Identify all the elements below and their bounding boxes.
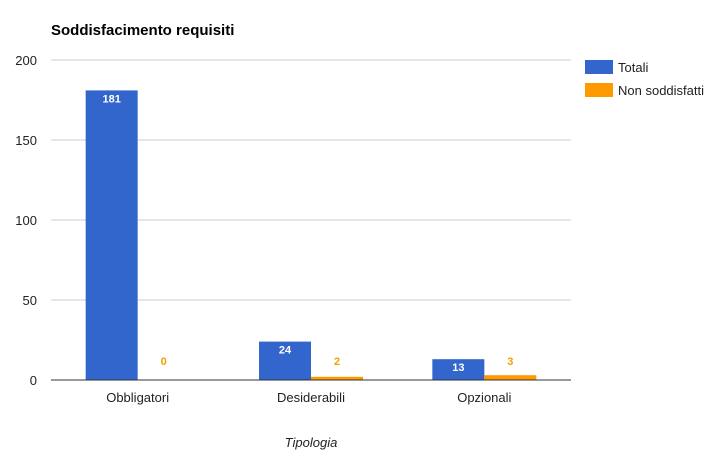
legend: Totali Non soddisfatti <box>585 60 704 98</box>
x-category-label: Opzionali <box>457 390 511 405</box>
legend-label: Totali <box>618 60 648 75</box>
x-category-label: Obbligatori <box>106 390 169 405</box>
y-tick-label: 100 <box>15 213 37 228</box>
x-axis-categories: Obbligatori Desiderabili Opzionali <box>106 390 511 405</box>
y-tick-label: 0 <box>30 373 37 388</box>
bar-non-soddisfatti <box>311 376 363 380</box>
chart-title: Soddisfacimento requisiti <box>51 22 234 39</box>
data-label: 181 <box>102 93 120 105</box>
data-label: 2 <box>334 356 340 368</box>
data-label: 13 <box>452 362 464 374</box>
legend-swatch <box>585 60 613 74</box>
bar-totali <box>259 341 311 380</box>
bar-totali <box>85 90 138 381</box>
bar-totali <box>432 359 485 380</box>
data-label: 24 <box>279 345 292 357</box>
legend-swatch <box>585 83 613 97</box>
y-tick-label: 200 <box>15 53 37 68</box>
y-tick-label: 50 <box>23 293 37 308</box>
data-labels: 181 0 24 2 13 3 <box>102 93 513 374</box>
y-tick-label: 150 <box>15 133 37 148</box>
bars <box>85 90 537 381</box>
data-label: 3 <box>507 356 513 368</box>
x-axis-label: Tipologia <box>285 435 338 450</box>
y-axis-ticks: 0 50 100 150 200 <box>15 53 37 388</box>
data-label: 0 <box>161 356 167 368</box>
bar-non-soddisfatti <box>484 375 537 380</box>
gridlines <box>51 59 571 301</box>
legend-label: Non soddisfatti <box>618 83 704 98</box>
x-category-label: Desiderabili <box>277 390 345 405</box>
